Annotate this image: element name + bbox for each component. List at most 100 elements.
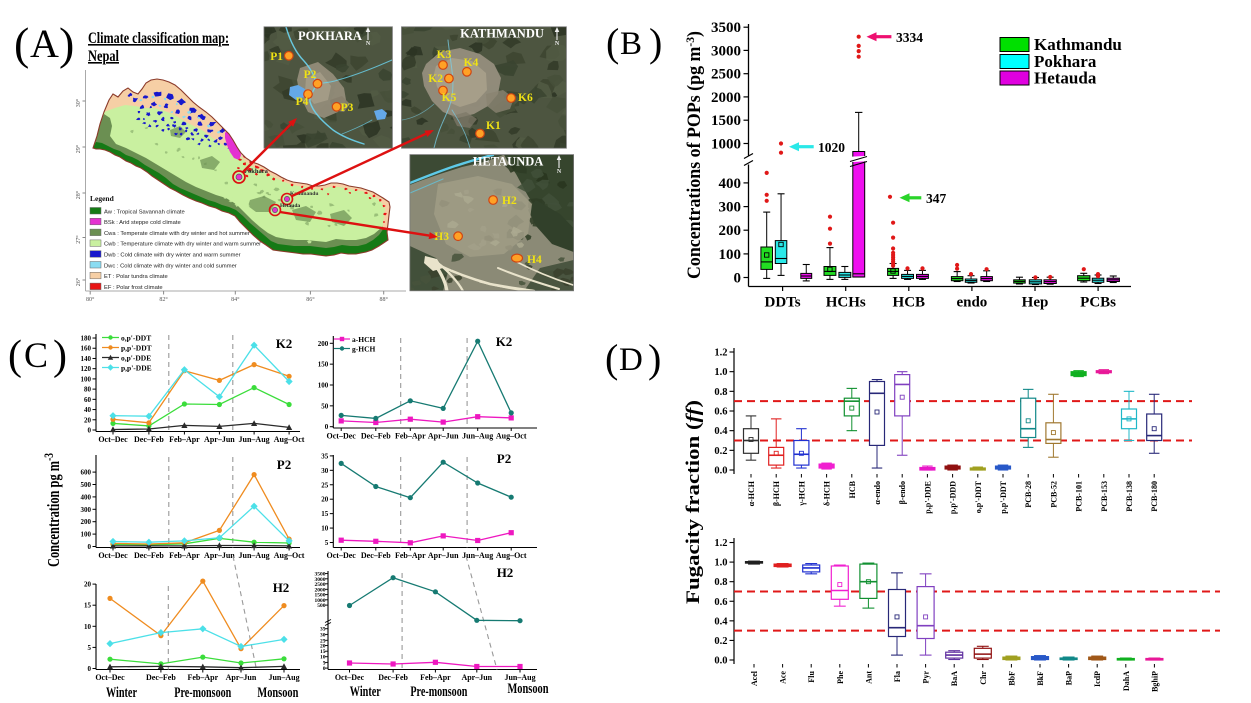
svg-text:(: ( [8, 333, 22, 379]
svg-text:Fugacity fraction (ff): Fugacity fraction (ff) [683, 400, 704, 604]
svg-text:Kathmandu: Kathmandu [290, 191, 318, 197]
svg-text:0.6: 0.6 [714, 597, 727, 608]
svg-text:K2: K2 [496, 334, 513, 349]
svg-text:5: 5 [88, 644, 92, 652]
svg-text:Ace: Ace [779, 671, 788, 684]
svg-text:p,p'-DDT: p,p'-DDT [121, 343, 152, 352]
svg-text:Feb–Apr: Feb–Apr [169, 551, 200, 560]
svg-text:500: 500 [81, 481, 92, 489]
svg-text:25: 25 [320, 638, 326, 644]
svg-text:347: 347 [926, 191, 947, 206]
svg-text:10: 10 [321, 525, 329, 533]
svg-text:o,p'-DDE: o,p'-DDE [121, 353, 151, 362]
svg-text:Feb–Apr: Feb–Apr [395, 432, 426, 441]
svg-text:Legend: Legend [90, 194, 115, 203]
svg-text:600: 600 [81, 469, 92, 477]
svg-text:Jun–Aug: Jun–Aug [239, 551, 270, 560]
svg-text:0.6: 0.6 [714, 407, 727, 418]
svg-text:0.8: 0.8 [714, 577, 727, 588]
svg-text:2500: 2500 [711, 67, 741, 83]
svg-text:endo: endo [956, 295, 987, 311]
svg-text:Monsoon: Monsoon [257, 685, 298, 701]
svg-text:Flu: Flu [807, 670, 816, 682]
svg-text:Dwc : Cold climate with dry wi: Dwc : Cold climate with dry winter and c… [104, 263, 237, 269]
svg-text:50: 50 [321, 402, 329, 410]
svg-text:200: 200 [719, 223, 742, 239]
svg-text:g-HCH: g-HCH [352, 345, 375, 354]
svg-text:Jun–Aug: Jun–Aug [462, 432, 493, 441]
svg-text:Oct–Dec: Oct–Dec [98, 551, 128, 560]
svg-text:10: 10 [320, 655, 326, 661]
svg-text:Chr: Chr [979, 671, 988, 685]
svg-text:Pokhara: Pokhara [244, 168, 269, 175]
svg-text:p,p'-DDE: p,p'-DDE [923, 481, 932, 514]
svg-text:0: 0 [88, 543, 92, 551]
svg-text:100: 100 [719, 247, 742, 263]
svg-text:P1: P1 [270, 51, 283, 63]
svg-text:3000: 3000 [315, 577, 326, 583]
svg-text:Oct–Dec: Oct–Dec [327, 551, 357, 560]
svg-text:1000: 1000 [315, 598, 326, 604]
svg-text:86°: 86° [306, 296, 315, 303]
svg-text:HETAUNDA: HETAUNDA [473, 155, 544, 169]
svg-text:20: 20 [321, 496, 329, 504]
svg-text:300: 300 [81, 506, 92, 514]
svg-text:2000: 2000 [711, 90, 741, 106]
svg-text:Pokhara: Pokhara [1034, 52, 1097, 71]
svg-text:Ant: Ant [864, 671, 873, 684]
svg-text:0.4: 0.4 [714, 426, 728, 437]
svg-text:α-HCH: α-HCH [747, 480, 756, 506]
svg-text:BghiP: BghiP [1150, 671, 1159, 692]
svg-text:Pre-monsoon: Pre-monsoon [174, 685, 231, 701]
svg-text:p,p'-DDE: p,p'-DDE [121, 363, 152, 372]
svg-text:1.2: 1.2 [714, 538, 727, 549]
svg-text:Apr–Jun: Apr–Jun [226, 673, 257, 682]
svg-text:Pre-monsoon: Pre-monsoon [410, 684, 467, 700]
svg-text:Apr–Jun: Apr–Jun [428, 432, 459, 441]
svg-text:500: 500 [317, 603, 326, 609]
svg-text:0.8: 0.8 [714, 387, 727, 398]
svg-text:Hep: Hep [1022, 295, 1049, 311]
svg-text:K4: K4 [464, 57, 479, 69]
svg-text:0.2: 0.2 [714, 446, 727, 457]
svg-text:1.2: 1.2 [714, 348, 727, 359]
svg-text:γ-HCH: γ-HCH [797, 480, 806, 506]
svg-text:0: 0 [734, 271, 742, 287]
svg-text:BkF: BkF [1036, 671, 1045, 686]
svg-text:K1: K1 [486, 120, 501, 132]
svg-text:PCBs: PCBs [1080, 295, 1116, 311]
svg-text:Monsoon: Monsoon [508, 681, 549, 697]
svg-text:1020: 1020 [818, 140, 845, 155]
svg-text:Aug–Oct: Aug–Oct [274, 435, 305, 444]
svg-text:POKHARA: POKHARA [298, 29, 362, 43]
svg-text:IcdP: IcdP [1093, 671, 1102, 687]
svg-text:K2: K2 [428, 73, 443, 85]
svg-text:2500: 2500 [315, 582, 326, 588]
svg-text:Apr–Jun: Apr–Jun [204, 435, 235, 444]
svg-text:Climate classification map:: Climate classification map: [88, 30, 229, 47]
svg-text:Aug–Oct: Aug–Oct [496, 432, 527, 441]
svg-text:Winter: Winter [106, 685, 137, 701]
svg-text:0: 0 [88, 427, 92, 435]
svg-text:P2: P2 [277, 457, 291, 472]
svg-text:PCB-180: PCB-180 [1150, 481, 1159, 512]
svg-text:Feb–Apr: Feb–Apr [420, 673, 451, 682]
svg-text:PCB-28: PCB-28 [1024, 481, 1033, 508]
svg-text:180: 180 [81, 335, 92, 343]
svg-text:Hetauda: Hetauda [280, 203, 300, 209]
svg-text:15: 15 [321, 510, 329, 518]
svg-text:300: 300 [719, 200, 742, 216]
svg-text:Pyr: Pyr [922, 671, 931, 684]
svg-text:30°: 30° [75, 98, 82, 107]
svg-text:BaA: BaA [950, 671, 959, 686]
svg-text:30: 30 [321, 467, 329, 475]
svg-text:60: 60 [84, 396, 92, 404]
svg-text:P3: P3 [341, 102, 354, 114]
svg-text:Winter: Winter [350, 684, 381, 700]
svg-text:26°: 26° [75, 277, 82, 286]
svg-text:P2: P2 [304, 69, 317, 81]
svg-text:10: 10 [84, 623, 92, 631]
svg-text:Dec–Feb: Dec–Feb [146, 673, 176, 682]
svg-text:C: C [24, 335, 48, 375]
svg-text:150: 150 [318, 361, 329, 369]
